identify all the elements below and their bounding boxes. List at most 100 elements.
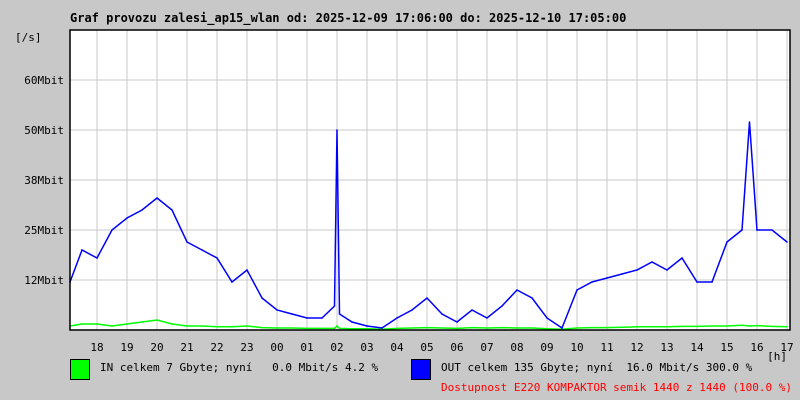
series-in-point <box>171 323 173 325</box>
x-tick-label: 06 <box>450 341 463 354</box>
series-out-point <box>261 297 263 299</box>
series-in-point <box>726 325 728 327</box>
series-in-point <box>576 327 578 329</box>
y-axis-unit: [/s] <box>15 31 42 44</box>
x-tick-label: 14 <box>690 341 704 354</box>
series-in-point <box>636 326 638 328</box>
series-out-point <box>321 317 323 319</box>
out-legend-text: OUT celkem 135 Gbyte; nyní 16.0 Mbit/s 3… <box>441 361 753 374</box>
y-tick-label: 60Mbit <box>24 74 64 87</box>
series-out-point <box>546 317 548 319</box>
series-out-point <box>111 229 113 231</box>
x-tick-label: 07 <box>480 341 493 354</box>
x-tick-label: 01 <box>300 341 313 354</box>
y-tick-label: 12Mbit <box>24 274 64 287</box>
series-in-point <box>96 323 98 325</box>
series-in-point <box>306 327 308 330</box>
series-out-point <box>306 317 308 319</box>
series-in-point <box>591 326 593 329</box>
series-in-point <box>333 327 336 330</box>
x-tick-label: 15 <box>720 341 733 354</box>
in-legend-swatch <box>70 359 90 380</box>
series-in-point <box>741 324 743 327</box>
series-out-point <box>126 217 128 219</box>
x-tick-label: 00 <box>270 341 283 354</box>
series-out-point <box>396 317 398 319</box>
x-tick-label: 18 <box>90 341 103 354</box>
series-out-point <box>141 209 143 211</box>
series-out-point <box>591 281 593 283</box>
series-out-point <box>426 297 428 299</box>
series-out-point <box>636 269 638 271</box>
series-out-point <box>186 241 188 243</box>
x-tick-label: 17 <box>780 341 793 354</box>
series-in-point <box>696 325 698 328</box>
series-in-point <box>411 327 413 329</box>
series-in-point <box>396 327 398 330</box>
series-out-point <box>246 269 248 271</box>
series-in-point <box>81 323 83 325</box>
series-out-point <box>786 241 788 243</box>
series-out-point <box>531 297 533 299</box>
x-tick-label: 20 <box>150 341 163 354</box>
chart-title: Graf provozu zalesi_ap15_wlan od: 2025-1… <box>70 11 627 25</box>
series-in-point <box>681 325 683 328</box>
series-in-point <box>336 325 338 327</box>
series-in-point <box>126 323 128 325</box>
series-in-point <box>351 328 353 330</box>
series-in-point <box>756 324 758 327</box>
series-in-point <box>516 327 518 329</box>
series-in-point <box>366 328 368 330</box>
series-in-point <box>338 327 341 330</box>
series-in-point <box>621 326 623 329</box>
x-tick-label: 23 <box>240 341 253 354</box>
series-out-point <box>666 269 668 271</box>
plot-border <box>69 29 791 331</box>
series-out-point <box>411 309 413 311</box>
series-out-point <box>748 121 751 123</box>
x-tick-label: 08 <box>510 341 523 354</box>
x-tick-label: 22 <box>210 341 223 354</box>
series-out-point <box>351 321 353 323</box>
series-out-line <box>69 121 788 330</box>
series-in-point <box>156 319 158 321</box>
series-out-point <box>333 305 336 307</box>
series-out-point <box>338 313 341 315</box>
series-out-point <box>771 229 773 231</box>
series-in-point <box>216 326 218 328</box>
series-out-point <box>96 257 98 259</box>
x-tick-label: 02 <box>330 341 343 354</box>
x-tick-label: 13 <box>660 341 673 354</box>
series-in-point <box>261 326 263 329</box>
x-tick-label: 19 <box>120 341 133 354</box>
series-out-point <box>471 309 473 311</box>
series-out-point <box>681 257 683 259</box>
series-in-point <box>456 327 458 330</box>
x-tick-label: 10 <box>570 341 583 354</box>
series-out-point <box>576 289 578 291</box>
series-in-point <box>748 325 751 327</box>
series-in-point <box>321 327 323 330</box>
series-in-point <box>531 327 533 329</box>
series-in-point <box>186 325 188 327</box>
series-in-point <box>291 327 293 329</box>
x-tick-label: 21 <box>180 341 193 354</box>
series-in-point <box>666 326 668 328</box>
series-in-point <box>711 325 713 327</box>
series-in-point <box>141 321 143 323</box>
series-out-point <box>726 241 728 243</box>
series-out-point <box>216 257 218 259</box>
series-in-point <box>651 326 653 328</box>
x-tick-label: 11 <box>600 341 613 354</box>
y-tick-label: 38Mbit <box>24 174 64 187</box>
series-out-point <box>231 281 233 283</box>
out-legend-swatch <box>411 359 431 380</box>
series-out-point <box>606 277 608 279</box>
series-out-point <box>711 281 713 283</box>
series-in-point <box>201 325 203 327</box>
series-out-point <box>171 209 173 211</box>
x-axis-unit: [h] <box>767 350 787 363</box>
series-out-point <box>336 129 338 131</box>
series-out-point <box>516 289 518 291</box>
